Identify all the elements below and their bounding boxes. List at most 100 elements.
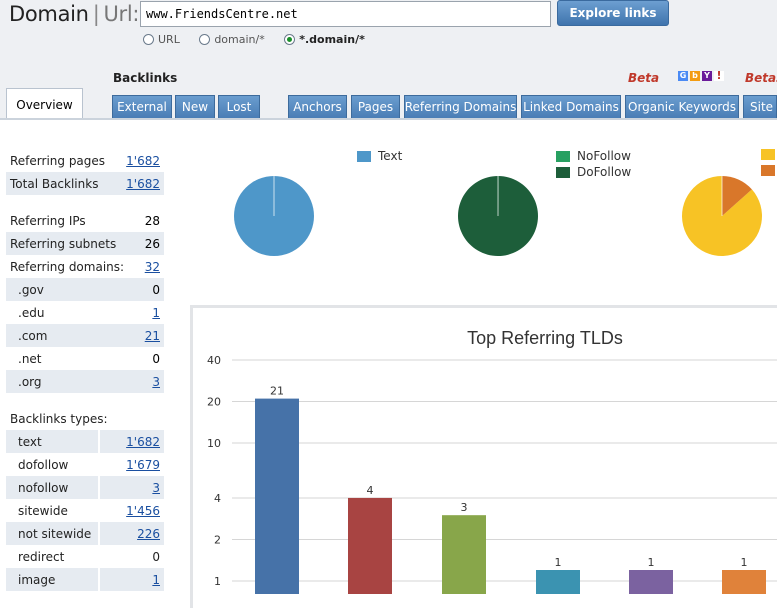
radio-url[interactable]: URL [143, 33, 180, 46]
stat-tld-edu: .edu 1 [6, 301, 164, 324]
backlink-type-sitewide: sitewide 1'456 [6, 499, 164, 522]
title-separator: | [93, 2, 100, 26]
stat-label: .gov [10, 283, 44, 297]
radio-url-dot[interactable] [143, 34, 154, 45]
tab-linked-domains[interactable]: Linked Domains [521, 95, 621, 119]
stat-referring-pages: Referring pages 1'682 [6, 149, 164, 172]
stat-value-link[interactable]: 1 [152, 306, 160, 320]
backlink-type-label: text [6, 430, 98, 453]
stat-total-backlinks: Total Backlinks 1'682 [6, 172, 164, 195]
spacer [6, 393, 164, 407]
stat-tld-com: .com 21 [6, 324, 164, 347]
yahoo-icon[interactable]: Y [702, 71, 712, 81]
stat-value: 0 [152, 352, 160, 366]
radio-subdomain-label: *.domain/* [299, 33, 365, 46]
legend-text: Text [357, 149, 402, 163]
radio-subdomain-dot[interactable] [284, 34, 295, 45]
tab-organic-keywords[interactable]: Organic Keywords [625, 95, 739, 119]
backlink-type-value-link[interactable]: 3 [100, 476, 164, 499]
tab-pages[interactable]: Pages [351, 95, 400, 119]
pie-3-slice-2 [722, 176, 752, 216]
domain-label: Domain [9, 2, 89, 26]
beta-badge-2: Betas [745, 71, 777, 85]
tab-baseline [0, 118, 777, 120]
page-title: Domain|Url: [9, 2, 139, 26]
radio-subdomain[interactable]: *.domain/* [284, 33, 365, 46]
radio-url-label: URL [158, 33, 180, 46]
backlink-type-label: not sitewide [6, 522, 98, 545]
stat-label: .net [10, 352, 42, 366]
legend-nofollow: NoFollow [556, 149, 631, 163]
tab-external[interactable]: External [112, 95, 172, 119]
scope-radio-group: URL domain/* *.domain/* [143, 33, 381, 48]
explore-links-button[interactable]: Explore links [557, 0, 669, 26]
pie-2-slice-1 [458, 176, 538, 256]
backlink-types-heading: Backlinks types: [6, 407, 164, 430]
legend-swatch [556, 151, 570, 162]
legend-label: DoFollow [577, 165, 631, 179]
stat-value-link[interactable]: 1'682 [126, 177, 160, 191]
stat-referring-domains: Referring domains: 32 [6, 255, 164, 278]
backlink-type-not-sitewide: not sitewide 226 [6, 522, 164, 545]
stat-label: Referring pages [10, 154, 105, 168]
stat-value: 26 [145, 237, 160, 251]
stat-tld-org: .org 3 [6, 370, 164, 393]
spacer [6, 195, 164, 209]
url-label: Url: [103, 2, 139, 26]
backlink-type-label: redirect [6, 545, 98, 568]
stat-label: .com [10, 329, 47, 343]
stat-value: 0 [152, 283, 160, 297]
backlink-type-label: dofollow [6, 453, 98, 476]
radio-domain-label: domain/* [214, 33, 264, 46]
stat-value-link[interactable]: 32 [145, 260, 160, 274]
stat-tld-net: .net 0 [6, 347, 164, 370]
backlink-type-dofollow: dofollow 1'679 [6, 453, 164, 476]
stat-label: .edu [10, 306, 44, 320]
radio-domain-dot[interactable] [199, 34, 210, 45]
beta-badge: Beta [628, 71, 659, 85]
url-input[interactable] [140, 1, 551, 27]
stat-value-link[interactable]: 3 [152, 375, 160, 389]
backlink-type-value-link[interactable]: 226 [100, 522, 164, 545]
stat-value-link[interactable]: 1'682 [126, 154, 160, 168]
stat-label: Referring IPs [10, 214, 86, 228]
legend-swatch [761, 149, 775, 160]
backlink-type-value-link[interactable]: 1'679 [100, 453, 164, 476]
backlink-type-image: image 1 [6, 568, 164, 591]
backlink-type-nofollow: nofollow 3 [6, 476, 164, 499]
backlink-type-value-link[interactable]: 1'456 [100, 499, 164, 522]
tab-overview[interactable]: Overview [6, 88, 83, 120]
legend-sitewide [761, 149, 777, 160]
backlink-type-label: image [6, 568, 98, 591]
stat-referring-ips: Referring IPs 28 [6, 209, 164, 232]
google-icon[interactable]: G [678, 71, 688, 81]
backlink-type-label: nofollow [6, 476, 98, 499]
backlink-type-redirect: redirect 0 [6, 545, 164, 568]
backlink-type-value-link[interactable]: 1'682 [100, 430, 164, 453]
stat-value-link[interactable]: 21 [145, 329, 160, 343]
backlinks-group-label: Backlinks [113, 71, 177, 85]
stat-label: Referring domains: [10, 260, 124, 274]
pie-3-slice-1 [682, 176, 762, 256]
legend-not-sitewide [761, 165, 777, 176]
legend-label: Text [378, 149, 402, 163]
tab-anchors[interactable]: Anchors [288, 95, 347, 119]
bing-icon[interactable]: b [690, 71, 700, 81]
legend-swatch [357, 151, 371, 162]
tab-lost[interactable]: Lost [218, 95, 260, 119]
tab-new[interactable]: New [175, 95, 215, 119]
backlink-type-value-link[interactable]: 1 [100, 568, 164, 591]
tab-site[interactable]: Site [743, 95, 777, 119]
stats-panel: Referring pages 1'682 Total Backlinks 1'… [6, 149, 164, 591]
radio-domain[interactable]: domain/* [199, 33, 264, 46]
stat-label: .org [10, 375, 42, 389]
stat-label: Total Backlinks [10, 177, 98, 191]
stat-label: Referring subnets [10, 237, 116, 251]
legend-swatch [556, 167, 570, 178]
legend-label: NoFollow [577, 149, 631, 163]
backlink-type-label: sitewide [6, 499, 98, 522]
backlink-type-value: 0 [100, 545, 164, 568]
ask-icon[interactable]: ! [714, 71, 724, 81]
top-tlds-chart-panel [190, 305, 777, 608]
tab-referring-domains[interactable]: Referring Domains [404, 95, 517, 119]
